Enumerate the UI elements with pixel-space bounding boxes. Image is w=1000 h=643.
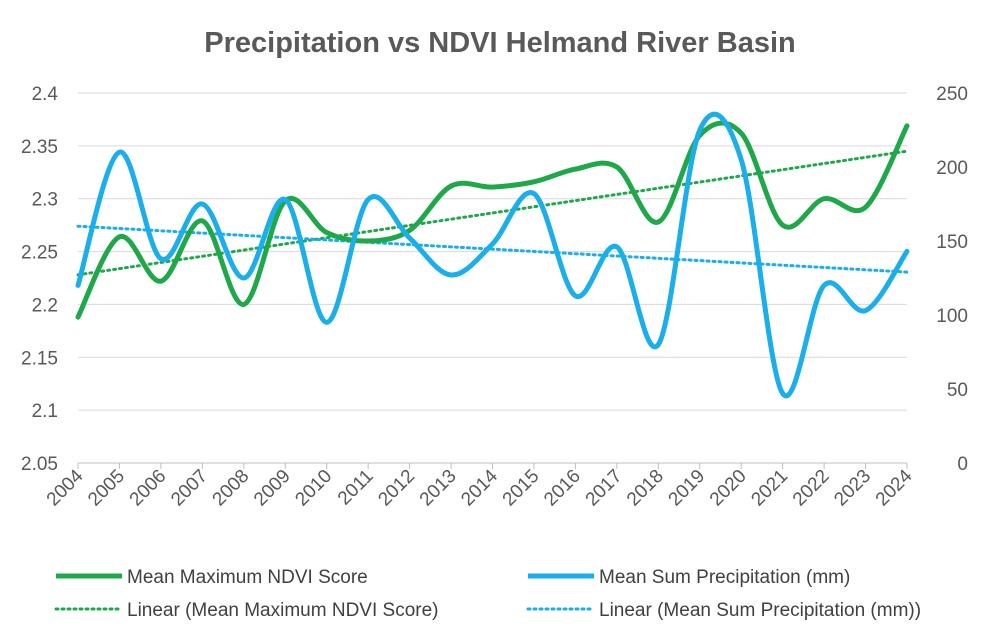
x-tick-label: 2014 bbox=[457, 465, 502, 510]
y-left-tick-label: 2.1 bbox=[32, 401, 58, 422]
x-tick-label: 2022 bbox=[789, 466, 834, 511]
legend-label-ndvi-trend: Linear (Mean Maximum NDVI Score) bbox=[127, 600, 438, 621]
y-left-tick-label: 2.3 bbox=[32, 190, 58, 211]
chart-title: Precipitation vs NDVI Helmand River Basi… bbox=[204, 27, 795, 59]
y-left-tick-label: 2.25 bbox=[21, 243, 58, 264]
x-tick-label: 2005 bbox=[84, 466, 129, 511]
y-left-tick-label: 2.2 bbox=[32, 295, 58, 316]
x-tick-label: 2012 bbox=[374, 466, 419, 511]
series-lines bbox=[75, 111, 910, 399]
series-line-ndvi bbox=[75, 120, 910, 320]
y-right-tick-label: 150 bbox=[936, 232, 968, 253]
trendlines bbox=[76, 149, 909, 277]
x-tick-label: 2017 bbox=[582, 466, 627, 511]
y-right-tick-label: 0 bbox=[957, 454, 968, 475]
y-right-tick-label: 100 bbox=[936, 306, 968, 327]
legend-label-precip: Mean Sum Precipitation (mm) bbox=[599, 567, 850, 588]
y-right-tick-label: 250 bbox=[936, 84, 968, 105]
y-left-tick-label: 2.05 bbox=[21, 454, 58, 475]
x-tick-label: 2019 bbox=[665, 466, 710, 511]
x-tick-label: 2006 bbox=[126, 466, 171, 511]
x-tick-label: 2010 bbox=[291, 466, 336, 511]
x-tick-label: 2020 bbox=[706, 466, 751, 511]
x-tick-label: 2011 bbox=[334, 466, 378, 510]
y-right-tick-label: 50 bbox=[947, 380, 968, 401]
y-left-tick-label: 2.15 bbox=[21, 348, 58, 369]
legend-label-precip-trend: Linear (Mean Sum Precipitation (mm)) bbox=[599, 600, 921, 621]
x-tick-label: 2007 bbox=[167, 466, 212, 511]
x-tick-label: 2018 bbox=[623, 466, 668, 511]
x-axis: 2004200520062007200820092010201120122013… bbox=[43, 462, 917, 511]
legend: Mean Maximum NDVI Score Mean Sum Precipi… bbox=[54, 567, 921, 621]
y-left-tick-label: 2.35 bbox=[21, 137, 58, 158]
x-tick-label: 2009 bbox=[250, 466, 295, 511]
y-axis-right: 250 200 150 100 50 0 bbox=[936, 84, 968, 475]
x-tick-label: 2015 bbox=[499, 466, 544, 511]
x-tick-label: 2024 bbox=[872, 465, 917, 510]
series-line-precipitation bbox=[75, 111, 910, 399]
x-tick-label: 2016 bbox=[540, 466, 585, 511]
x-tick-label: 2023 bbox=[830, 466, 875, 511]
y-left-tick-label: 2.4 bbox=[32, 84, 59, 105]
trendline-ndvi bbox=[76, 149, 909, 277]
trendline-precipitation bbox=[76, 224, 909, 274]
x-tick-label: 2013 bbox=[416, 466, 461, 511]
x-tick-label: 2021 bbox=[747, 466, 792, 511]
y-axis-left: 2.4 2.35 2.3 2.25 2.2 2.15 2.1 2.05 bbox=[21, 84, 58, 475]
x-tick-label: 2008 bbox=[209, 466, 254, 511]
y-right-tick-label: 200 bbox=[936, 158, 968, 179]
legend-label-ndvi: Mean Maximum NDVI Score bbox=[127, 567, 368, 588]
gridlines bbox=[78, 92, 907, 464]
